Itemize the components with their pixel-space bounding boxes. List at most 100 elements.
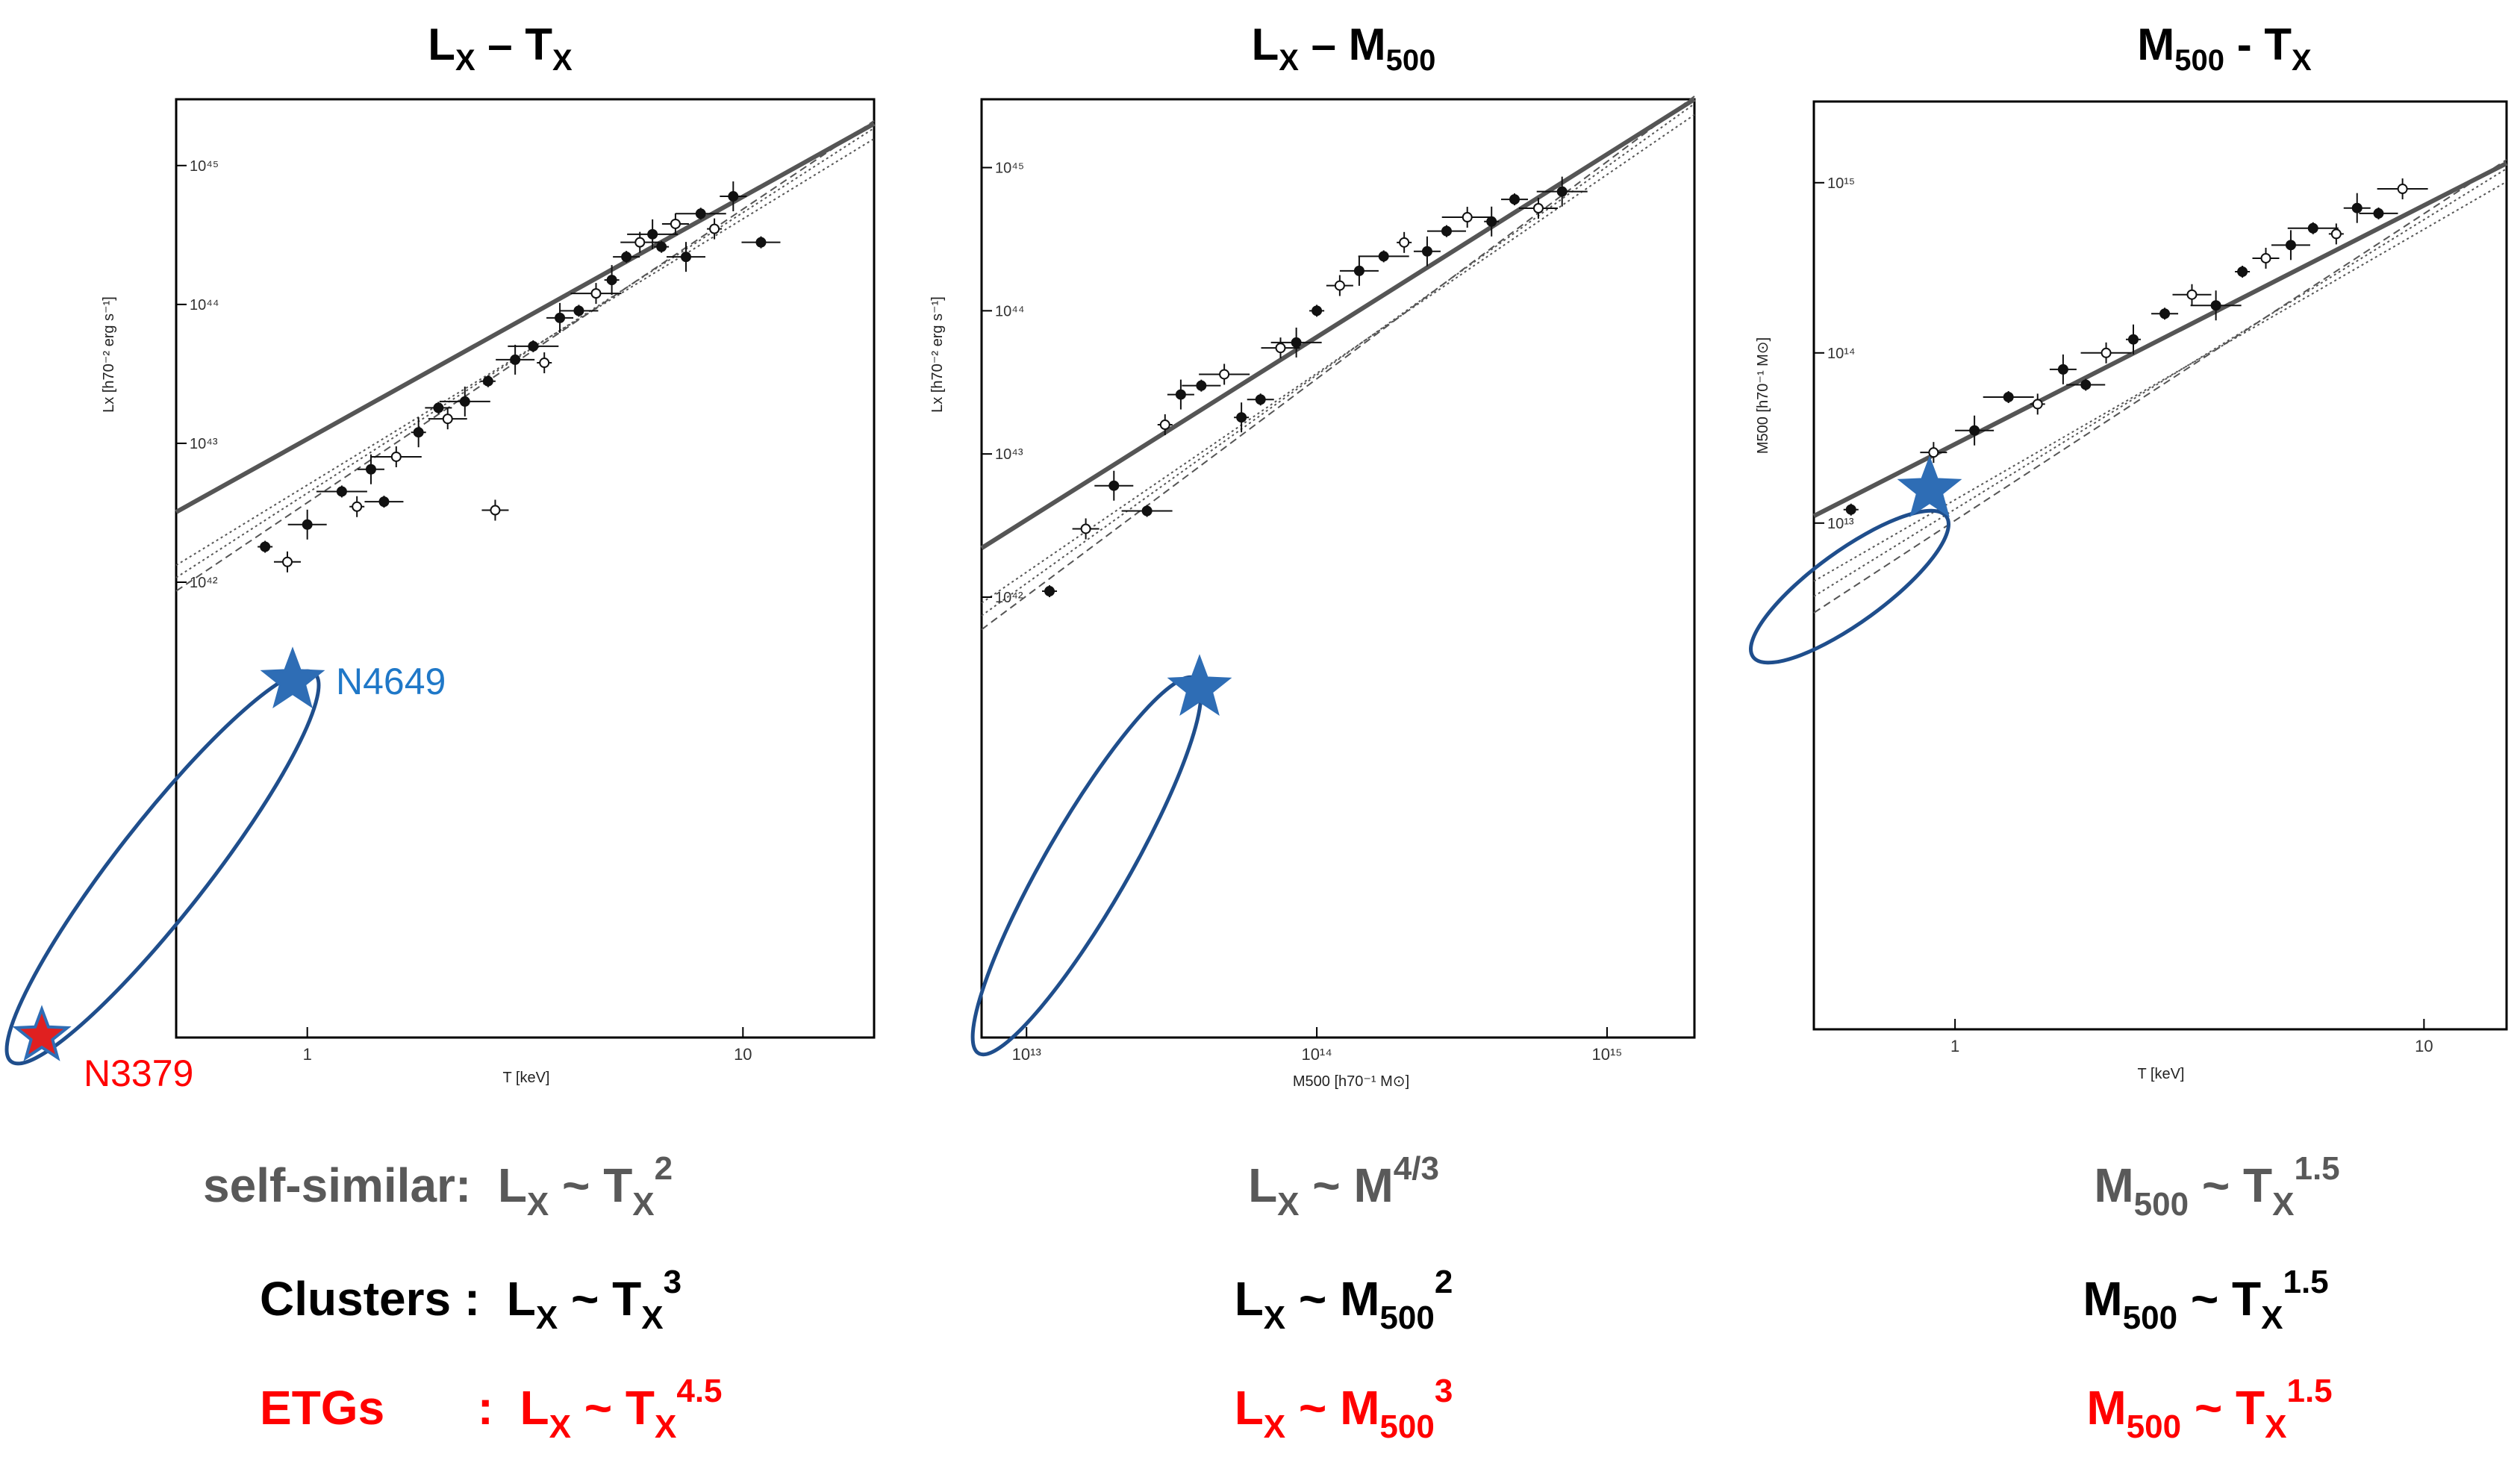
x-tick-label: 10¹⁴ (1301, 1045, 1332, 1064)
relations-row-self-similar: self-similar: LX ~ TX2 LX ~ M4/3 M500 ~ … (203, 1150, 2340, 1223)
data-point (1509, 194, 1520, 205)
relation-line-3 (981, 96, 1695, 631)
data-point (573, 305, 584, 316)
y-tick-label: 10⁴⁵ (995, 160, 1024, 177)
data-point (1291, 337, 1302, 348)
relation-line-1 (1813, 181, 2507, 582)
row3-label: ETGs : LX ~ TX4.5 (260, 1373, 723, 1445)
row1-label: self-similar: LX ~ TX2 (203, 1150, 673, 1223)
relations-row-etgs: ETGs : LX ~ TX4.5 LX ~ M5003 M500 ~ TX1.… (260, 1373, 2333, 1445)
data-point (528, 340, 539, 352)
data-point (695, 208, 706, 219)
y-tick-label: 10⁴² (995, 590, 1023, 606)
data-point (1441, 225, 1452, 237)
panel-2-ellipse (970, 675, 1203, 1057)
data-point (621, 252, 632, 263)
x-tick-label: 10 (2415, 1037, 2433, 1055)
row1-panel2: LX ~ M4/3 (1248, 1150, 1439, 1223)
data-point (1334, 280, 1345, 291)
data-point (1159, 419, 1170, 431)
data-point (1928, 447, 1939, 458)
svg-text:LX – M500: LX – M500 (1252, 19, 1436, 77)
data-point (709, 223, 720, 234)
x-tick-label: 1 (303, 1045, 312, 1064)
data-point (2330, 228, 2342, 240)
relation-line-2 (1813, 168, 2507, 597)
data-point (680, 252, 691, 263)
data-point (2032, 399, 2043, 410)
data-point (634, 237, 646, 248)
relations-row-clusters: Clusters : LX ~ TX3 LX ~ M5002 M500 ~ TX… (260, 1264, 2329, 1336)
data-point (1219, 369, 1230, 380)
data-point (2057, 364, 2068, 375)
data-point (1255, 394, 1266, 405)
data-point (365, 464, 376, 475)
relation-line-3 (1813, 159, 2507, 614)
data-point (2127, 334, 2139, 345)
data-point (728, 191, 739, 202)
x-tick-label: 1 (1950, 1037, 1959, 1055)
panel-2-ylabel: Lx [h70⁻² erg s⁻¹] (929, 296, 946, 413)
data-point (1044, 586, 1055, 597)
data-point (647, 228, 658, 240)
data-point (510, 354, 521, 365)
row1-panel3: M500 ~ TX1.5 (2094, 1150, 2339, 1223)
n4649-label: N4649 (336, 661, 446, 702)
svg-text:M500 - TX: M500 - TX (2137, 19, 2312, 77)
data-point (482, 375, 493, 387)
data-point (1845, 504, 1856, 515)
star-panel-2 (1167, 654, 1232, 717)
panel-3-ylabel: M500 [h70⁻¹ M⊙] (1755, 337, 1771, 454)
panel-3-plot: 10¹⁵ 10¹⁴ 10¹³ 1 10 T [keV] M500 [h70⁻¹ M⊙] (1755, 100, 2508, 1082)
relation-line-2 (175, 127, 875, 578)
y-tick-label: 10⁴² (190, 575, 218, 591)
data-point (2080, 379, 2092, 390)
data-point (2100, 347, 2112, 358)
panel-1-title: LX – TX (428, 19, 573, 77)
panel-3-frame (1812, 100, 2508, 1031)
x-tick-label: 10¹³ (1012, 1045, 1041, 1064)
data-point (2003, 391, 2014, 402)
relation-line-1 (175, 137, 875, 567)
y-tick-label: 10¹³ (1827, 516, 1854, 532)
data-point (1196, 380, 1207, 391)
data-point (656, 241, 667, 252)
row2-panel3: M500 ~ TX1.5 (2083, 1264, 2328, 1336)
data-point (1378, 251, 1389, 262)
data-point (1175, 389, 1186, 400)
data-point (1399, 237, 1410, 248)
y-tick-label: 10⁴⁵ (190, 158, 219, 175)
fit-line (1812, 161, 2508, 519)
data-point (1421, 246, 1432, 257)
data-point (1141, 505, 1153, 517)
data-point (490, 505, 501, 516)
data-point (378, 496, 390, 508)
y-tick-label: 10⁴³ (190, 436, 218, 452)
data-point (2237, 266, 2248, 277)
n3379-label: N3379 (84, 1052, 193, 1094)
data-point (459, 396, 470, 407)
data-point (2351, 202, 2362, 213)
star-panel-3 (1897, 455, 1962, 518)
data-point (390, 451, 402, 462)
x-tick-label: 10 (734, 1045, 752, 1064)
data-point (336, 486, 347, 497)
data-point (1275, 343, 1286, 354)
fit-line (175, 122, 876, 514)
panel-1-xlabel: T [keV] (503, 1070, 550, 1086)
data-point (1486, 216, 1497, 227)
data-point (260, 541, 271, 552)
data-point (281, 556, 293, 567)
panel-1-plot: 10⁴⁵ 10⁴⁴ 10⁴³ 10⁴² 1 10 T [keV] Lx [h70⁻² e… (101, 98, 876, 1086)
panel-3-title: M500 - TX (2137, 19, 2312, 77)
data-point (2397, 184, 2408, 195)
data-point (2260, 252, 2271, 263)
data-point (442, 414, 453, 425)
row2-label: Clusters : LX ~ TX3 (260, 1264, 682, 1336)
relation-line-2 (981, 103, 1695, 617)
data-point (1462, 212, 1473, 223)
row3-panel3: M500 ~ TX1.5 (2086, 1373, 2332, 1445)
data-point (433, 402, 444, 414)
data-point (1080, 523, 1091, 534)
